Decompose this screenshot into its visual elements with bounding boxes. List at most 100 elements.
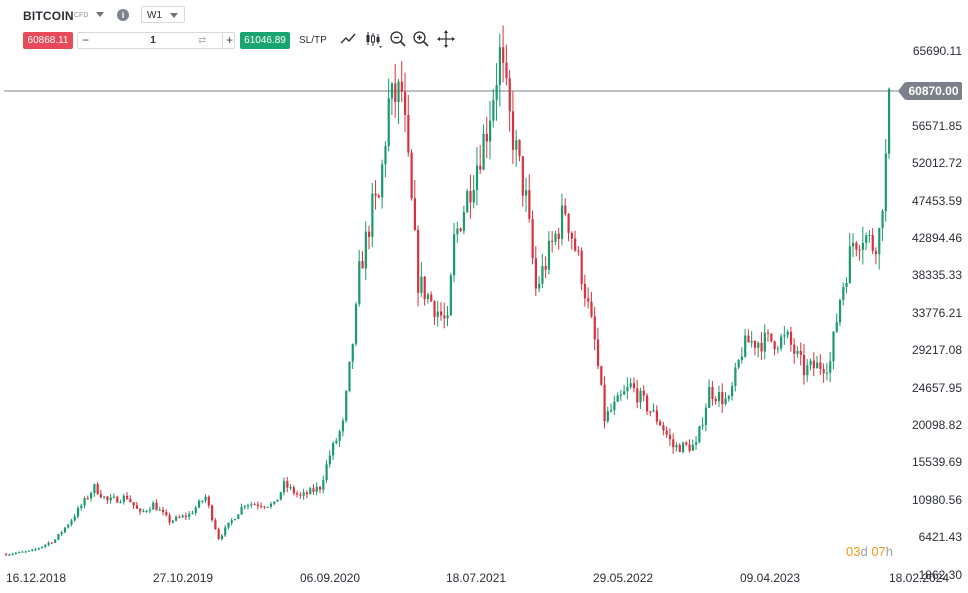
- candle: [770, 333, 773, 343]
- candle: [515, 129, 518, 167]
- candle-body: [21, 551, 24, 553]
- info-icon[interactable]: i: [117, 9, 129, 21]
- candle: [243, 505, 246, 510]
- candle: [282, 477, 286, 496]
- candle-body: [345, 391, 348, 421]
- buy-button[interactable]: 61046.89: [240, 32, 290, 49]
- decrease-quantity-button[interactable]: −: [82, 33, 90, 47]
- candle: [560, 193, 564, 246]
- candle: [436, 300, 439, 327]
- candle: [439, 302, 443, 321]
- increase-quantity-button[interactable]: +: [222, 33, 233, 48]
- candle-body: [256, 504, 260, 506]
- candle: [564, 198, 567, 217]
- candle: [230, 518, 233, 526]
- candle-body: [564, 205, 567, 214]
- candle: [73, 513, 76, 522]
- candle-body: [757, 342, 760, 348]
- candle: [629, 377, 632, 390]
- candle-body: [747, 335, 750, 343]
- candle-body: [318, 486, 322, 490]
- candle: [132, 502, 135, 509]
- candle: [776, 345, 780, 354]
- candle: [708, 379, 711, 408]
- candlestick-type-icon[interactable]: [364, 30, 382, 48]
- candle: [511, 91, 515, 164]
- candle: [139, 508, 142, 515]
- candle: [423, 276, 426, 306]
- candle-body: [819, 362, 822, 370]
- candle-body: [161, 509, 165, 513]
- quantity-input[interactable]: 1: [150, 35, 156, 46]
- price-axis-label: 65690.11: [912, 44, 962, 58]
- time-axis-label: 09.04.2023: [740, 571, 801, 585]
- candle: [845, 277, 848, 294]
- candle: [534, 246, 537, 297]
- candle: [250, 501, 253, 509]
- candle: [524, 177, 528, 212]
- candle-body: [119, 501, 122, 503]
- candle-body: [37, 548, 40, 550]
- candle: [224, 525, 227, 538]
- sl-tp-button[interactable]: SL/TP: [299, 35, 327, 46]
- candle-body: [103, 496, 106, 498]
- candle-body: [721, 392, 724, 405]
- candle: [318, 485, 322, 494]
- price-axis-label: 6421.43: [918, 530, 962, 545]
- candle: [744, 328, 747, 359]
- zoom-out-icon[interactable]: [389, 30, 407, 48]
- candle-body: [99, 494, 103, 498]
- candle-body: [83, 497, 86, 506]
- candle-body: [67, 524, 70, 528]
- candle-body: [475, 165, 479, 191]
- candle: [256, 501, 260, 510]
- candle-body: [871, 235, 874, 251]
- candle-body: [878, 228, 881, 255]
- candle-body: [881, 211, 884, 229]
- candle: [86, 495, 89, 500]
- timeframe-select[interactable]: W1: [141, 6, 185, 23]
- swap-units-icon[interactable]: ⇄: [198, 35, 207, 46]
- candle-body: [528, 190, 531, 219]
- candle: [544, 256, 547, 279]
- crosshair-icon[interactable]: [437, 30, 455, 48]
- sell-button[interactable]: 60868.11: [23, 32, 73, 49]
- symbol-name[interactable]: BITCOIN: [23, 9, 74, 23]
- candle-body: [116, 496, 119, 503]
- candle-body: [610, 410, 613, 412]
- candle: [842, 282, 845, 306]
- candle: [600, 365, 603, 386]
- candle: [296, 490, 299, 498]
- quantity-stepper[interactable]: − 1 ⇄ +: [77, 32, 235, 49]
- candle-body: [636, 388, 639, 403]
- symbol-dropdown-icon[interactable]: [96, 12, 104, 17]
- candle: [387, 78, 390, 152]
- candle: [214, 517, 217, 530]
- candle: [685, 440, 688, 447]
- candle-body: [688, 444, 691, 451]
- candle-body: [266, 506, 269, 508]
- candle: [538, 276, 541, 293]
- time-axis-label: 18.07.2021: [446, 571, 507, 585]
- candle: [475, 146, 479, 206]
- candle-body: [286, 481, 289, 488]
- candle-body: [423, 276, 426, 300]
- candle: [714, 396, 717, 405]
- candle-body: [269, 503, 273, 507]
- zoom-in-icon[interactable]: [412, 30, 430, 48]
- candle: [354, 301, 358, 347]
- candle-body: [407, 114, 410, 153]
- candle: [417, 225, 420, 307]
- candle-body: [309, 488, 312, 495]
- candle: [93, 483, 96, 497]
- candle: [541, 253, 544, 289]
- candle: [453, 223, 456, 282]
- countdown-hours: 07: [871, 544, 886, 559]
- candle-body: [547, 240, 551, 270]
- candle-body: [315, 486, 318, 492]
- candle-body: [207, 496, 210, 506]
- line-trend-icon[interactable]: [339, 30, 357, 48]
- candle-body: [142, 511, 145, 513]
- candle-body: [868, 235, 871, 237]
